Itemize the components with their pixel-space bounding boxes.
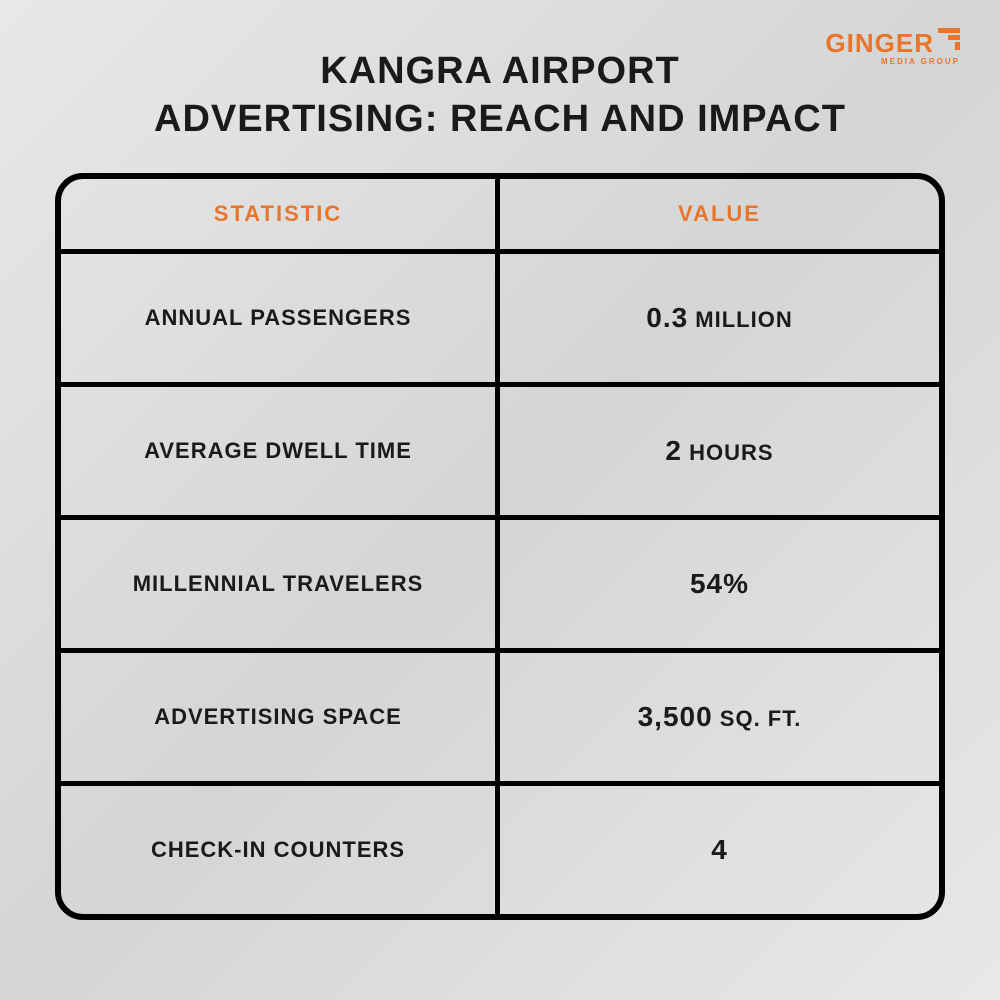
- stat-label: ADVERTISING SPACE: [61, 653, 500, 786]
- stat-label: AVERAGE DWELL TIME: [61, 387, 500, 520]
- stat-label: ANNUAL PASSENGERS: [61, 254, 500, 387]
- table-row: MILLENNIAL TRAVELERS 54%: [61, 520, 939, 653]
- header-statistic: STATISTIC: [61, 179, 500, 254]
- stat-value: 4: [500, 786, 939, 914]
- table-row: ANNUAL PASSENGERS 0.3 MILLION: [61, 254, 939, 387]
- stat-value: 3,500 SQ. FT.: [500, 653, 939, 786]
- page-title: KANGRA AIRPORT ADVERTISING: REACH AND IM…: [0, 0, 1000, 143]
- stats-table-container: STATISTIC VALUE ANNUAL PASSENGERS 0.3 MI…: [55, 173, 945, 920]
- stat-value: 54%: [500, 520, 939, 653]
- table-header-row: STATISTIC VALUE: [61, 179, 939, 254]
- table-row: ADVERTISING SPACE 3,500 SQ. FT.: [61, 653, 939, 786]
- stat-value: 2 HOURS: [500, 387, 939, 520]
- brand-logo: GINGER MEDIA GROUP: [825, 28, 960, 66]
- header-value: VALUE: [500, 179, 939, 254]
- stats-table: STATISTIC VALUE ANNUAL PASSENGERS 0.3 MI…: [55, 173, 945, 920]
- logo-bars-icon: [938, 26, 960, 57]
- table-row: CHECK-IN COUNTERS 4: [61, 786, 939, 914]
- stat-label: CHECK-IN COUNTERS: [61, 786, 500, 914]
- table-row: AVERAGE DWELL TIME 2 HOURS: [61, 387, 939, 520]
- stat-value: 0.3 MILLION: [500, 254, 939, 387]
- logo-brand-text: GINGER: [825, 28, 934, 59]
- title-line-2: ADVERTISING: REACH AND IMPACT: [0, 96, 1000, 144]
- stat-label: MILLENNIAL TRAVELERS: [61, 520, 500, 653]
